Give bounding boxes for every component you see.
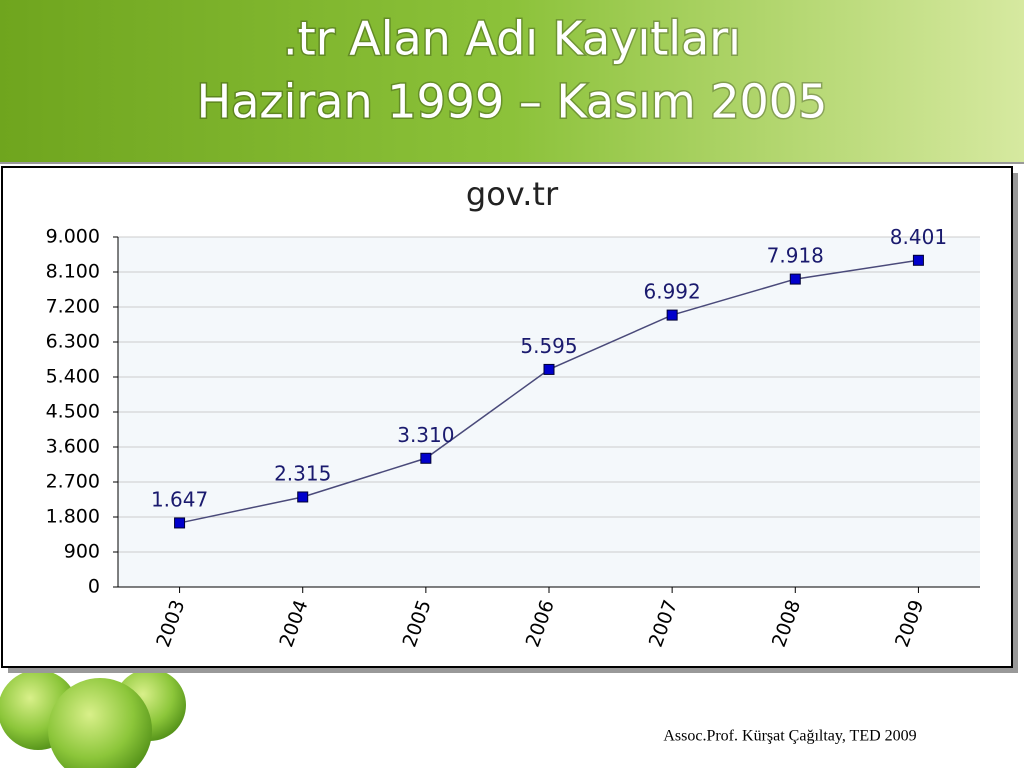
y-tick-label: 0 [88, 576, 100, 598]
y-tick-label: 900 [64, 541, 100, 563]
marker [420, 452, 432, 464]
data-label: 6.992 [644, 280, 701, 304]
marker [297, 491, 309, 503]
slide-title: .tr Alan Adı Kayıtları [283, 12, 741, 66]
y-tick-label: 5.400 [46, 366, 100, 388]
marker [543, 363, 555, 375]
marker [912, 254, 924, 266]
y-tick-label: 6.300 [46, 331, 100, 353]
footer: Assoc.Prof. Kürşat Çağıltay, TED 2009 [663, 728, 916, 745]
y-tick-label: 9.000 [46, 226, 100, 248]
y-tick-label: 4.500 [46, 401, 100, 423]
marker [174, 517, 186, 529]
marker [666, 309, 678, 321]
slide-title: Haziran 1999 – Kasım 2005 [197, 75, 828, 129]
data-label: 3.310 [397, 423, 454, 447]
data-label: 8.401 [890, 225, 947, 249]
marker [789, 273, 801, 285]
chart-title: gov.tr [466, 175, 559, 213]
apples [0, 669, 186, 772]
data-label: 2.315 [274, 461, 331, 485]
y-tick-label: 2.700 [46, 471, 100, 493]
data-label: 7.918 [767, 244, 824, 268]
data-label: 5.595 [520, 334, 577, 358]
data-label: 1.647 [151, 487, 208, 511]
y-tick-label: 8.100 [46, 261, 100, 283]
y-tick-label: 7.200 [46, 296, 100, 318]
y-tick-label: 1.800 [46, 506, 100, 528]
y-tick-label: 3.600 [46, 436, 100, 458]
header-band [0, 0, 1024, 162]
